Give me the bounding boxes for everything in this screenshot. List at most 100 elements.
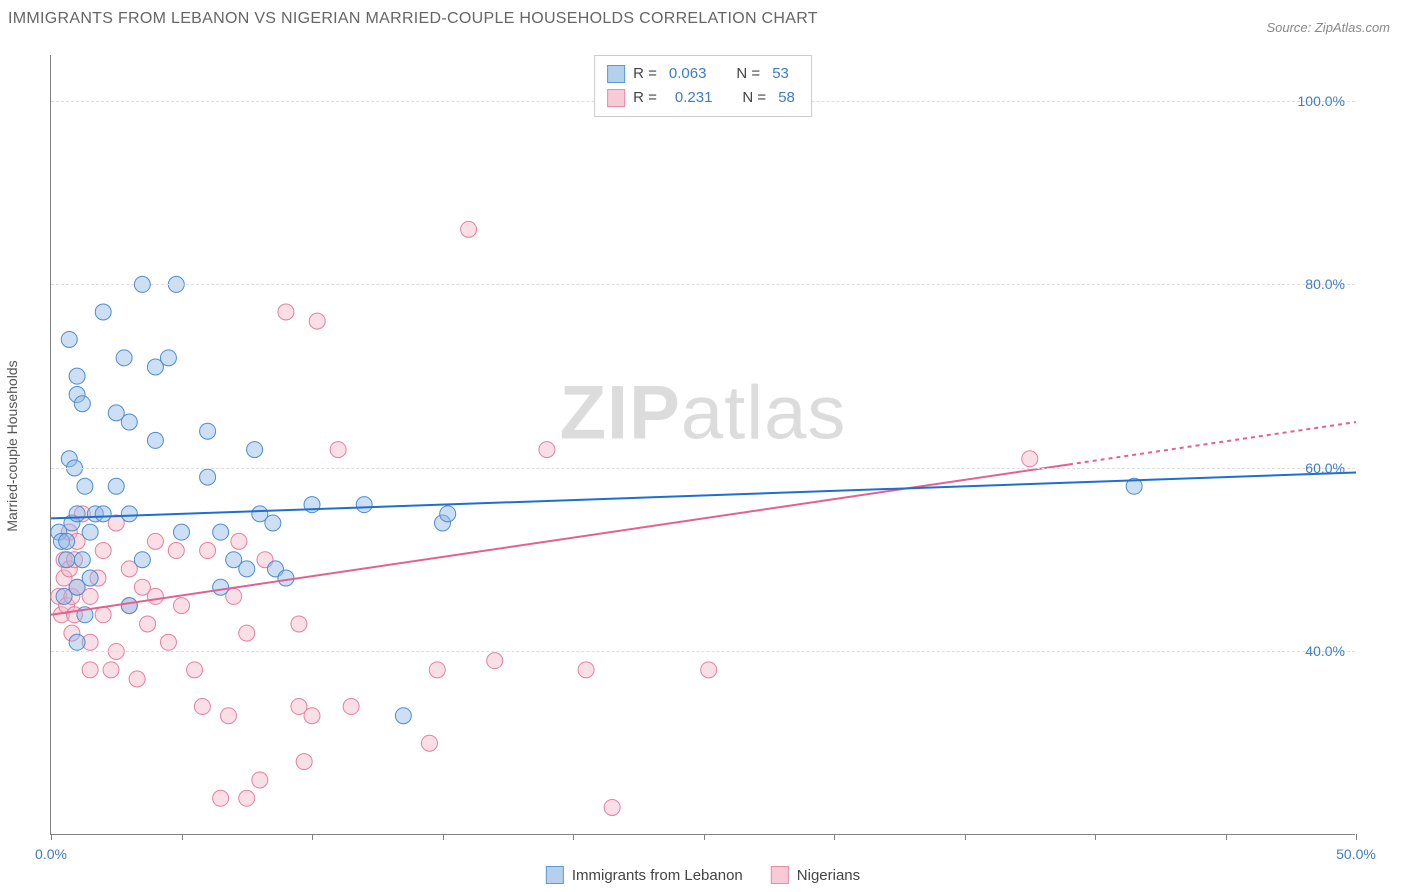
stats-row-blue: R = 0.063 N = 53 [607,62,799,86]
gridline [51,468,1355,469]
data-point [95,543,111,559]
data-point [108,478,124,494]
data-point [356,497,372,513]
data-point [395,708,411,724]
data-point [160,634,176,650]
data-point [121,598,137,614]
data-point [278,304,294,320]
data-point [213,579,229,595]
x-tick [573,834,574,840]
data-point [330,442,346,458]
data-point [95,607,111,623]
scatter-plot-svg [51,55,1355,834]
data-point [461,221,477,237]
data-point [239,625,255,641]
data-point [95,506,111,522]
data-point [487,653,503,669]
data-point [213,790,229,806]
data-point [309,313,325,329]
x-tick [443,834,444,840]
data-point [147,533,163,549]
trend-line [1069,422,1356,464]
data-point [200,423,216,439]
data-point [74,396,90,412]
data-point [343,699,359,715]
data-point [239,790,255,806]
x-tick [704,834,705,840]
x-tick [1226,834,1227,840]
gridline [51,284,1355,285]
source-attribution: Source: ZipAtlas.com [1266,20,1390,35]
data-point [147,588,163,604]
data-point [247,442,263,458]
data-point [231,533,247,549]
x-tick [1095,834,1096,840]
trend-line [51,473,1356,519]
data-point [82,662,98,678]
data-point [174,598,190,614]
gridline [51,651,1355,652]
data-point [69,634,85,650]
x-tick [834,834,835,840]
data-point [239,561,255,577]
x-tick [965,834,966,840]
data-point [121,506,137,522]
data-point [121,414,137,430]
data-point [160,350,176,366]
data-point [578,662,594,678]
data-point [291,616,307,632]
legend-item-pink: Nigerians [771,866,860,884]
data-point [82,570,98,586]
data-point [213,524,229,540]
stats-legend: R = 0.063 N = 53 R = 0.231 N = 58 [594,55,812,117]
data-point [200,469,216,485]
data-point [304,708,320,724]
swatch-blue-icon [607,65,625,83]
data-point [539,442,555,458]
stats-row-pink: R = 0.231 N = 58 [607,86,799,110]
data-point [74,552,90,568]
data-point [174,524,190,540]
y-tick-label: 40.0% [1305,643,1345,659]
data-point [252,772,268,788]
data-point [265,515,281,531]
data-point [82,524,98,540]
y-tick-label: 60.0% [1305,460,1345,476]
data-point [701,662,717,678]
swatch-pink-icon [607,89,625,107]
data-point [95,304,111,320]
data-point [200,543,216,559]
x-tick-label: 0.0% [35,846,67,862]
chart-title: IMMIGRANTS FROM LEBANON VS NIGERIAN MARR… [8,10,818,27]
data-point [61,331,77,347]
legend-item-blue: Immigrants from Lebanon [546,866,743,884]
y-axis-title: Married-couple Households [4,360,20,531]
x-tick [182,834,183,840]
data-point [134,552,150,568]
data-point [69,368,85,384]
swatch-blue-icon [546,866,564,884]
data-point [129,671,145,687]
data-point [187,662,203,678]
data-point [604,799,620,815]
data-point [440,506,456,522]
data-point [77,478,93,494]
chart-plot-area: ZIPatlas 40.0%60.0%80.0%100.0%0.0%50.0% [50,55,1355,835]
data-point [59,552,75,568]
x-tick [1356,834,1357,840]
data-point [59,533,75,549]
x-tick [51,834,52,840]
data-point [278,570,294,586]
series-legend: Immigrants from Lebanon Nigerians [546,866,860,884]
data-point [429,662,445,678]
y-tick-label: 80.0% [1305,276,1345,292]
swatch-pink-icon [771,866,789,884]
x-tick [312,834,313,840]
data-point [296,754,312,770]
data-point [421,735,437,751]
data-point [147,432,163,448]
data-point [220,708,236,724]
data-point [116,350,132,366]
data-point [194,699,210,715]
data-point [140,616,156,632]
